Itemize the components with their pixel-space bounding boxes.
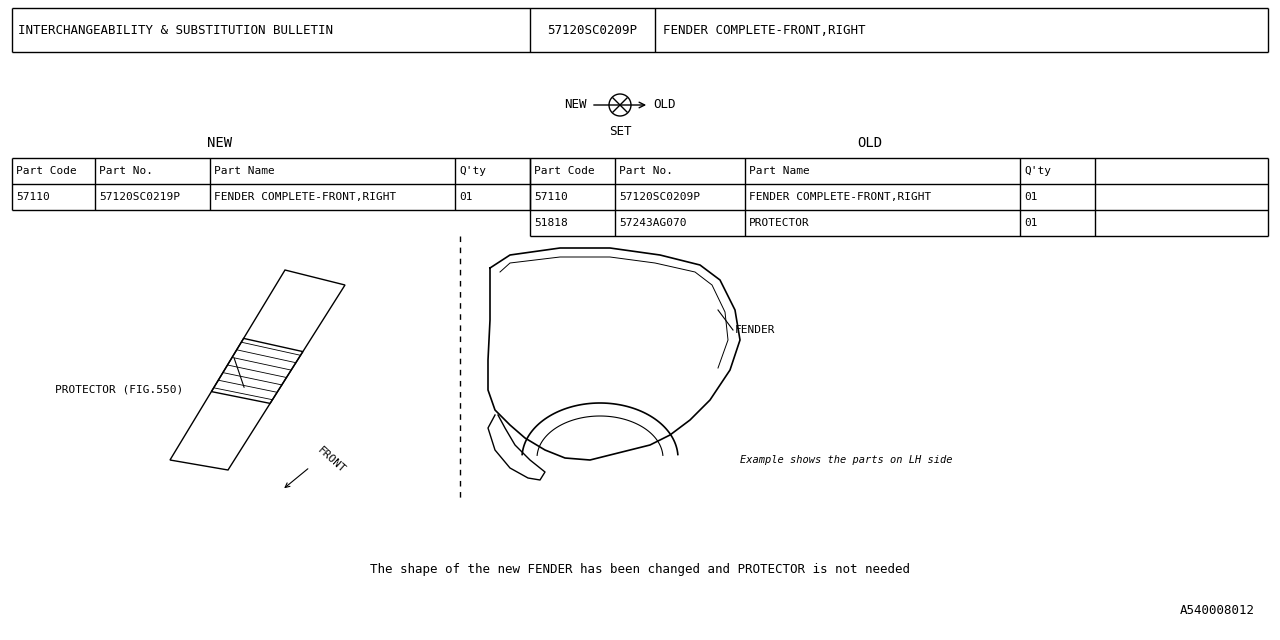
Text: FRONT: FRONT: [315, 445, 347, 475]
Text: Part No.: Part No.: [99, 166, 154, 176]
Text: NEW: NEW: [564, 99, 588, 111]
Text: Part Name: Part Name: [214, 166, 275, 176]
Text: FENDER COMPLETE-FRONT,RIGHT: FENDER COMPLETE-FRONT,RIGHT: [749, 192, 932, 202]
Text: FENDER: FENDER: [735, 325, 776, 335]
Text: Part Code: Part Code: [15, 166, 77, 176]
Text: PROTECTOR (FIG.550): PROTECTOR (FIG.550): [55, 385, 183, 395]
Text: Q'ty: Q'ty: [1024, 166, 1051, 176]
Text: Part Name: Part Name: [749, 166, 810, 176]
Text: FENDER COMPLETE-FRONT,RIGHT: FENDER COMPLETE-FRONT,RIGHT: [663, 24, 865, 36]
Text: OLD: OLD: [858, 136, 883, 150]
Text: INTERCHANGEABILITY & SUBSTITUTION BULLETIN: INTERCHANGEABILITY & SUBSTITUTION BULLET…: [18, 24, 333, 36]
Text: The shape of the new FENDER has been changed and PROTECTOR is not needed: The shape of the new FENDER has been cha…: [370, 563, 910, 577]
Text: 57110: 57110: [15, 192, 50, 202]
Text: 01: 01: [1024, 218, 1038, 228]
Text: 01: 01: [1024, 192, 1038, 202]
Text: SET: SET: [609, 125, 631, 138]
Text: 57120SC0209P: 57120SC0209P: [620, 192, 700, 202]
Text: Q'ty: Q'ty: [460, 166, 486, 176]
Text: NEW: NEW: [207, 136, 233, 150]
Text: 51818: 51818: [534, 218, 568, 228]
Text: OLD: OLD: [653, 99, 676, 111]
Text: Part No.: Part No.: [620, 166, 673, 176]
Text: A540008012: A540008012: [1180, 604, 1254, 616]
Text: Part Code: Part Code: [534, 166, 595, 176]
Text: 57120SC0209P: 57120SC0209P: [547, 24, 637, 36]
Text: 57120SC0219P: 57120SC0219P: [99, 192, 180, 202]
Text: Example shows the parts on LH side: Example shows the parts on LH side: [740, 455, 952, 465]
Text: 57110: 57110: [534, 192, 568, 202]
Text: PROTECTOR: PROTECTOR: [749, 218, 810, 228]
Text: 57243AG070: 57243AG070: [620, 218, 686, 228]
Text: FENDER COMPLETE-FRONT,RIGHT: FENDER COMPLETE-FRONT,RIGHT: [214, 192, 397, 202]
Text: 01: 01: [460, 192, 472, 202]
